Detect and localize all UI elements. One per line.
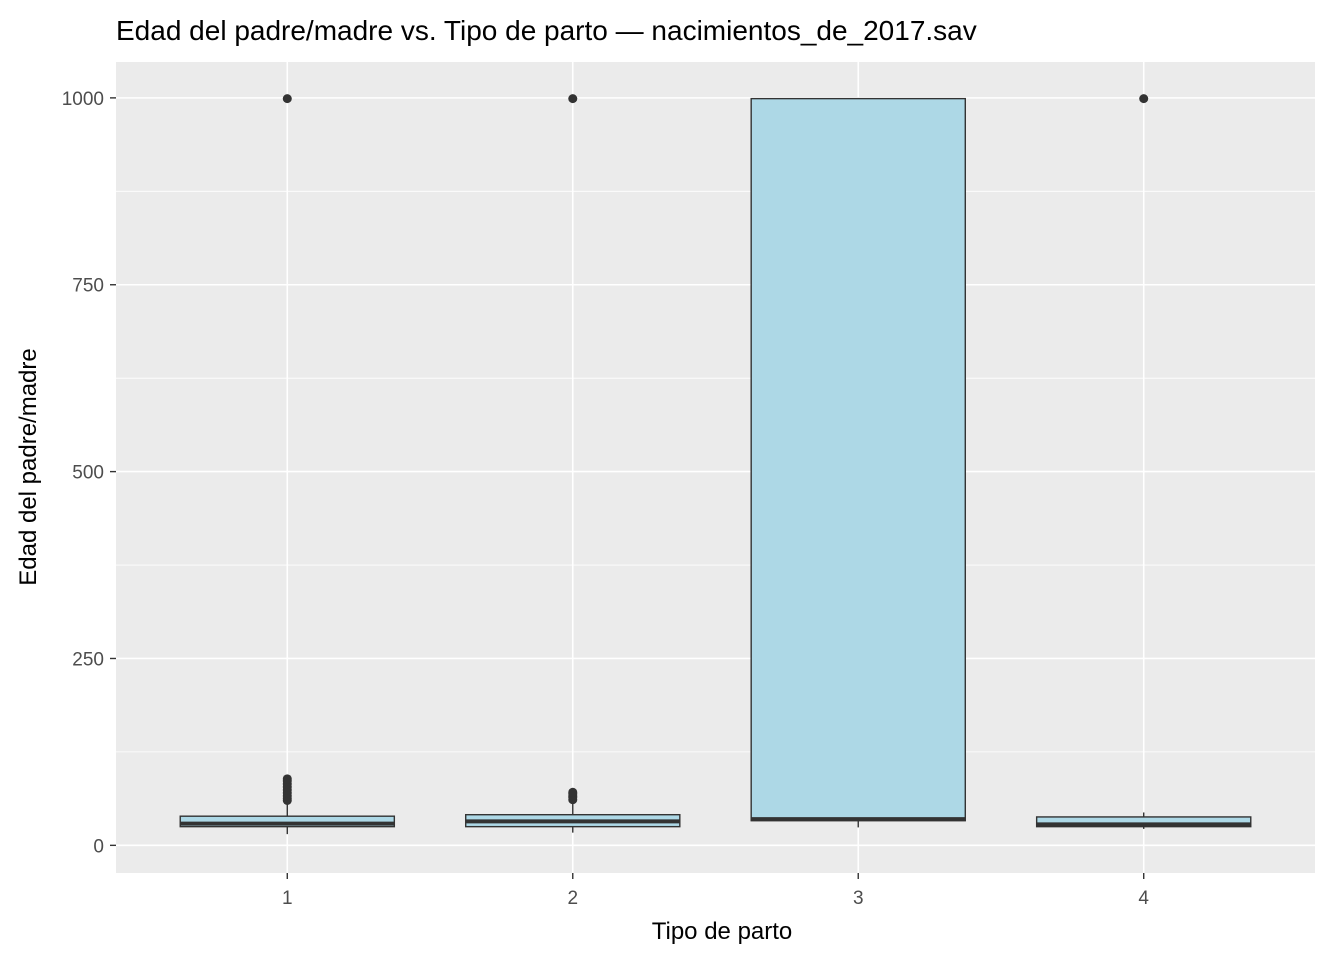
x-tick-label: 2 [567, 888, 578, 909]
plot-panel [116, 62, 1315, 873]
x-axis: 1 2 3 4 [282, 873, 1149, 909]
box-iqr [750, 97, 966, 822]
x-tick-label: 1 [282, 888, 293, 909]
outlier-point [282, 774, 292, 784]
y-tick-label: 500 [72, 463, 104, 484]
outlier-point [1139, 94, 1149, 104]
y-axis-title: Edad del padre/madre [15, 348, 42, 586]
chart-title: Edad del padre/madre vs. Tipo de parto —… [116, 15, 977, 46]
y-tick-label: 250 [72, 649, 104, 670]
box-iqr [1035, 816, 1252, 828]
box-iqr [179, 815, 396, 828]
outlier-point [568, 94, 578, 104]
x-axis-title: Tipo de parto [652, 918, 793, 945]
x-tick-label: 3 [853, 888, 864, 909]
x-tick-label: 4 [1138, 888, 1149, 909]
outlier-point [282, 94, 292, 104]
y-axis: 0 250 500 750 1000 [62, 89, 116, 857]
outlier-point [568, 787, 578, 797]
y-tick-label: 1000 [62, 89, 104, 110]
y-tick-label: 750 [72, 276, 104, 297]
boxplots [179, 94, 1252, 835]
y-tick-label: 0 [93, 836, 104, 857]
